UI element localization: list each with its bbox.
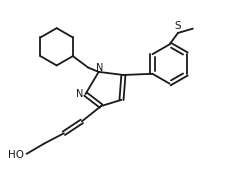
Text: S: S	[174, 21, 181, 31]
Text: N: N	[77, 89, 84, 99]
Text: HO: HO	[8, 150, 24, 160]
Text: N: N	[96, 63, 104, 73]
